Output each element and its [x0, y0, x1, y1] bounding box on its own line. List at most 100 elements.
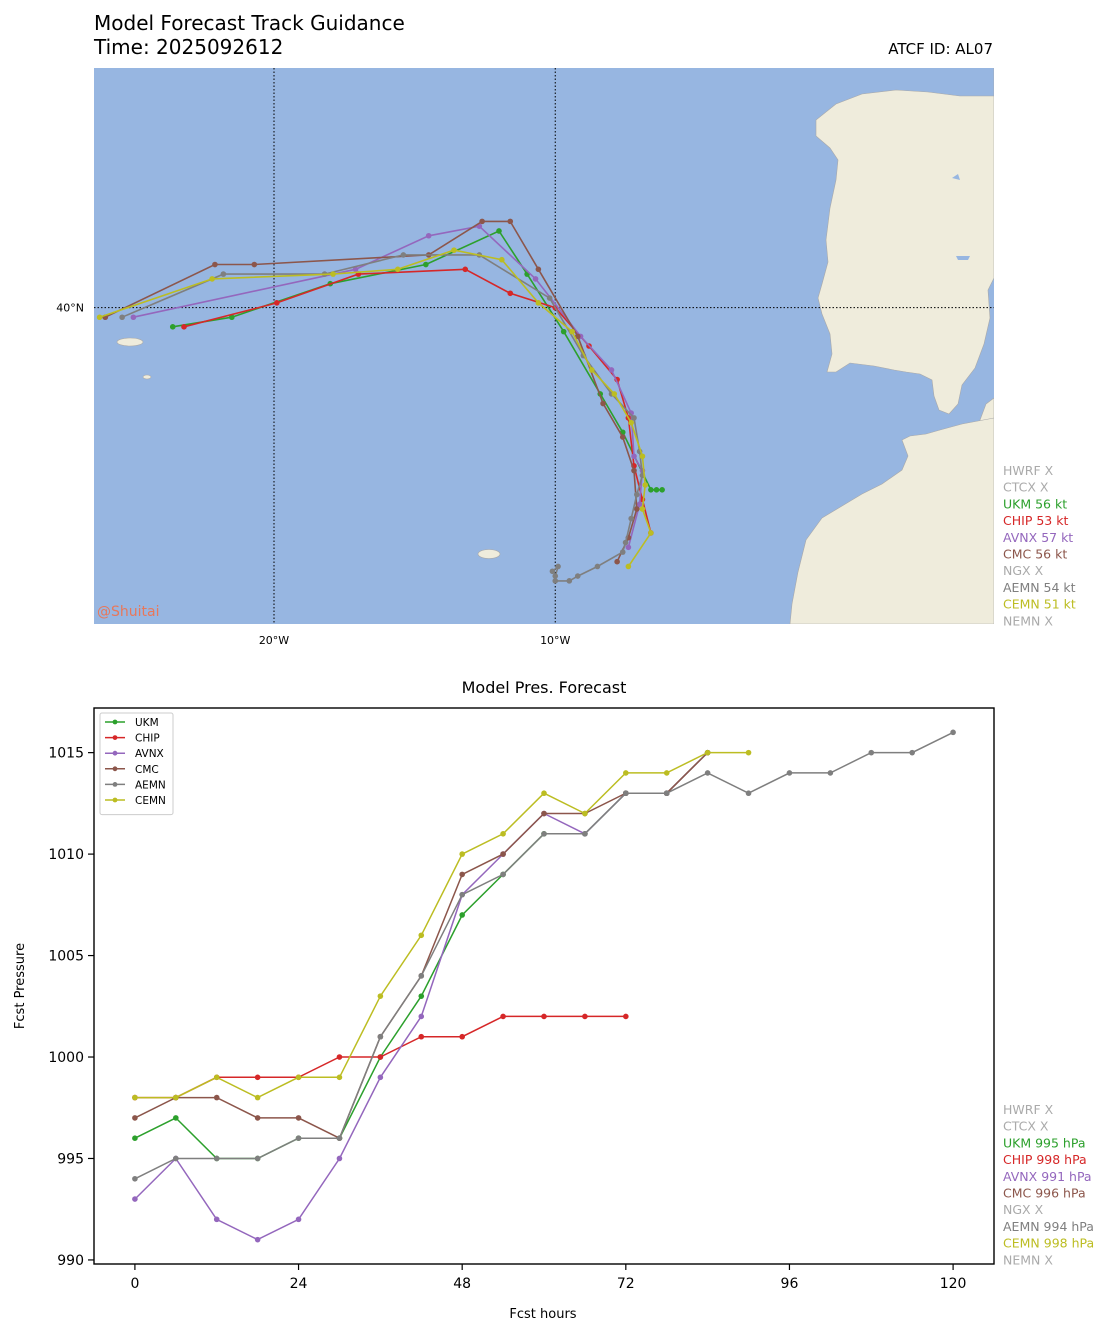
- series-point-ukm: [459, 912, 465, 918]
- track-cemn: [99, 249, 652, 567]
- track-point-chip: [181, 324, 187, 330]
- series-point-cmc: [132, 1115, 138, 1121]
- legend-box: [99, 712, 174, 816]
- track-point-cemn: [535, 300, 542, 306]
- track-point-avnx: [532, 276, 539, 282]
- series-point-avnx: [336, 1155, 343, 1162]
- track-point-chip: [507, 290, 514, 297]
- map-legend-entry: NGX X: [1003, 563, 1044, 578]
- track-point-cemn: [628, 419, 634, 426]
- x-tick-label: 120: [940, 1276, 967, 1292]
- chart-title: Model Pres. Forecast: [462, 678, 627, 697]
- pressure-legend-entry: CHIP 998 hPa: [1003, 1152, 1087, 1167]
- chart-ticks: 0 24 48 72 96 120 990 995 1000 1005 1010 1015: [48, 746, 966, 1292]
- pressure-series: [132, 729, 956, 1243]
- track-point-avnx: [130, 314, 137, 321]
- series-point-aemn: [868, 749, 875, 756]
- inland-reservoir: [956, 256, 970, 260]
- track-point-cemn: [569, 328, 575, 335]
- track-point-aemn: [619, 549, 626, 555]
- series-point-aemn: [173, 1155, 179, 1162]
- series-point-chip: [254, 1074, 261, 1081]
- series-point-aemn: [827, 770, 834, 776]
- track-point-aemn: [574, 573, 581, 579]
- series-point-chip: [377, 1054, 384, 1060]
- plot-frame: [93, 707, 995, 1265]
- series-point-aemn: [336, 1135, 343, 1141]
- map-legend-entry: UKM 56 kt: [1003, 496, 1067, 511]
- track-point-avnx: [636, 501, 643, 507]
- series-point-cmc: [295, 1115, 302, 1121]
- legend-label: UKM: [135, 717, 159, 729]
- track-point-ukm: [560, 328, 567, 335]
- track-point-ukm: [169, 324, 176, 330]
- map-gridlines: [94, 68, 994, 624]
- series-point-cmc: [500, 851, 506, 857]
- series-point-aemn: [295, 1135, 302, 1141]
- track-point-cmc: [631, 467, 637, 474]
- series-point-cemn: [418, 932, 425, 939]
- track-point-aemn: [634, 491, 640, 498]
- pressure-legend-entry: CTCX X: [1003, 1119, 1049, 1134]
- series-point-cemn: [132, 1094, 138, 1101]
- legend-marker: [112, 750, 118, 756]
- track-point-ukm: [653, 486, 660, 493]
- track-point-ukm: [648, 486, 654, 493]
- land-north-africa: [789, 417, 994, 624]
- track-point-cmc: [600, 400, 606, 407]
- pressure-legend-entry: UKM 995 hPa: [1003, 1135, 1086, 1150]
- pressure-legend-entry: CMC 996 hPa: [1003, 1186, 1086, 1201]
- track-point-cemn: [330, 271, 336, 277]
- map-legend-entry: CMC 56 kt: [1003, 547, 1067, 562]
- series-point-avnx: [213, 1216, 220, 1223]
- track-point-cemn: [96, 314, 103, 321]
- track-point-aemn: [552, 573, 559, 579]
- inland-lake: [952, 174, 960, 180]
- track-point-aemn: [566, 578, 573, 584]
- track-point-aemn: [549, 568, 556, 575]
- series-point-aemn: [132, 1175, 138, 1182]
- map-legend-entry: AEMN 54 kt: [1003, 580, 1076, 595]
- track-cmc: [104, 220, 638, 563]
- track-point-aemn: [622, 539, 629, 546]
- track-point-avnx: [625, 544, 632, 551]
- legend-label: CHIP: [135, 733, 160, 745]
- series-point-aemn: [950, 729, 956, 736]
- forecast-tracks: [96, 218, 665, 584]
- series-point-chip: [500, 1013, 506, 1020]
- series-point-aemn: [909, 749, 915, 756]
- x-tick-label: 0: [130, 1276, 139, 1292]
- x-tick-label: 96: [781, 1276, 799, 1292]
- series-point-ukm: [418, 993, 425, 999]
- series-point-chip: [336, 1054, 343, 1060]
- series-point-cmc: [459, 871, 465, 878]
- legend-label: AEMN: [135, 779, 166, 791]
- track-point-chip: [462, 266, 469, 273]
- lat-label: 40°N: [56, 302, 84, 315]
- series-point-aemn: [418, 973, 425, 979]
- series-point-cemn: [377, 993, 384, 999]
- series-point-aemn: [254, 1155, 261, 1162]
- track-point-cmc: [614, 558, 620, 565]
- track-point-cemn: [642, 482, 649, 488]
- series-point-aemn: [704, 770, 711, 776]
- track-point-chip: [274, 300, 280, 306]
- map-axis-labels: 40°N 20°W 10°W: [56, 302, 570, 647]
- track-point-ukm: [229, 314, 235, 321]
- track-point-cemn: [589, 367, 595, 373]
- map-legend-entry: HWRF X: [1003, 463, 1054, 478]
- series-point-cemn: [295, 1074, 302, 1081]
- track-point-avnx: [608, 367, 615, 373]
- map-frame: @Shuitai: [94, 68, 994, 624]
- map-legend-entry: CEMN 51 kt: [1003, 597, 1076, 612]
- track-point-ukm: [496, 228, 502, 234]
- y-tick-label: 990: [57, 1253, 84, 1269]
- track-point-ukm: [423, 261, 429, 268]
- track-point-ukm: [659, 486, 665, 493]
- legend-marker: [112, 719, 118, 725]
- track-point-cemn: [394, 266, 401, 273]
- series-point-cmc: [254, 1115, 261, 1121]
- track-point-avnx: [352, 266, 359, 273]
